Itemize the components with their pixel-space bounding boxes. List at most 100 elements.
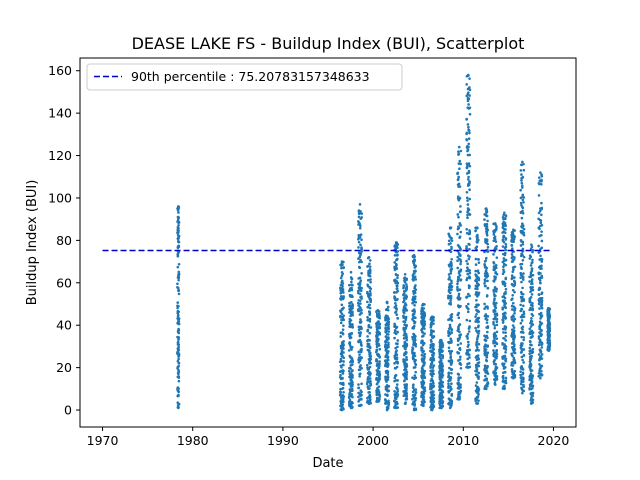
data-point xyxy=(475,275,479,279)
data-point xyxy=(339,289,342,292)
data-point xyxy=(503,299,507,303)
data-point xyxy=(503,253,507,257)
data-point xyxy=(513,283,517,287)
data-point xyxy=(357,308,360,312)
data-point xyxy=(411,309,414,313)
data-point xyxy=(368,331,371,335)
data-point xyxy=(520,379,523,382)
data-point xyxy=(432,330,436,333)
data-point xyxy=(340,355,344,358)
data-point xyxy=(177,221,180,225)
data-point xyxy=(522,227,526,231)
data-point xyxy=(467,142,471,146)
data-point xyxy=(423,314,427,318)
data-point xyxy=(359,356,363,359)
y-tick-label: 40 xyxy=(56,318,72,333)
data-point xyxy=(412,296,415,299)
data-point xyxy=(475,312,478,316)
data-point xyxy=(177,278,180,282)
data-point xyxy=(539,340,542,343)
data-point xyxy=(531,391,535,395)
data-point xyxy=(501,245,505,248)
data-point xyxy=(504,376,508,380)
data-point xyxy=(466,73,470,77)
data-point xyxy=(422,398,426,402)
data-point xyxy=(393,376,397,380)
data-point xyxy=(503,284,507,288)
data-point xyxy=(439,338,443,342)
data-point xyxy=(387,330,391,333)
data-point xyxy=(458,323,462,326)
data-point xyxy=(357,368,361,372)
data-point xyxy=(522,272,525,275)
data-point xyxy=(367,350,371,354)
data-point xyxy=(393,322,396,326)
y-tick-label: 60 xyxy=(56,275,72,290)
data-point xyxy=(513,351,517,355)
data-point xyxy=(412,253,416,257)
data-point xyxy=(539,317,542,320)
data-point xyxy=(340,260,344,263)
data-point xyxy=(378,326,382,330)
data-point xyxy=(510,361,514,365)
data-point xyxy=(368,303,372,307)
data-point xyxy=(440,372,443,376)
data-point xyxy=(512,332,516,336)
data-point xyxy=(395,298,398,302)
data-point xyxy=(468,247,471,251)
data-point xyxy=(504,359,508,363)
data-point xyxy=(540,346,544,349)
data-point xyxy=(522,168,526,172)
data-point xyxy=(530,261,533,265)
data-point xyxy=(394,406,398,410)
data-point xyxy=(512,341,515,344)
data-point xyxy=(493,230,497,233)
data-point xyxy=(441,345,444,349)
data-point xyxy=(348,388,352,391)
data-point xyxy=(367,402,371,405)
data-point xyxy=(342,400,345,404)
data-point xyxy=(394,350,398,353)
data-point xyxy=(421,331,425,334)
data-point xyxy=(349,372,353,375)
data-point xyxy=(350,387,354,391)
data-point xyxy=(450,245,453,249)
data-point xyxy=(393,331,396,335)
data-point xyxy=(349,367,352,370)
data-point xyxy=(438,377,442,381)
data-point xyxy=(449,351,452,355)
data-point xyxy=(493,337,497,340)
data-point xyxy=(459,205,462,208)
data-point xyxy=(438,348,441,351)
data-point xyxy=(357,238,360,241)
data-point xyxy=(484,207,488,210)
data-point xyxy=(393,268,397,272)
data-point xyxy=(477,261,481,264)
data-point xyxy=(432,393,436,397)
data-point xyxy=(432,364,436,367)
data-point xyxy=(538,307,541,310)
data-point xyxy=(468,232,472,236)
data-point xyxy=(457,196,461,200)
data-point xyxy=(412,383,415,386)
data-point xyxy=(429,346,432,350)
y-tick-label: 20 xyxy=(56,360,72,375)
data-point xyxy=(522,299,526,302)
data-point xyxy=(540,328,543,332)
data-point xyxy=(495,355,499,358)
data-point xyxy=(359,318,362,321)
data-point xyxy=(394,241,398,244)
data-point xyxy=(395,280,399,283)
data-point xyxy=(348,317,352,321)
data-point xyxy=(520,203,523,207)
data-point xyxy=(504,381,508,385)
data-point xyxy=(521,160,524,164)
data-point xyxy=(466,362,469,366)
data-point xyxy=(519,201,523,205)
data-point xyxy=(340,408,344,412)
data-point xyxy=(367,391,370,394)
data-point xyxy=(387,403,391,406)
data-point xyxy=(468,348,472,352)
data-point xyxy=(412,366,416,369)
data-point xyxy=(503,216,507,220)
